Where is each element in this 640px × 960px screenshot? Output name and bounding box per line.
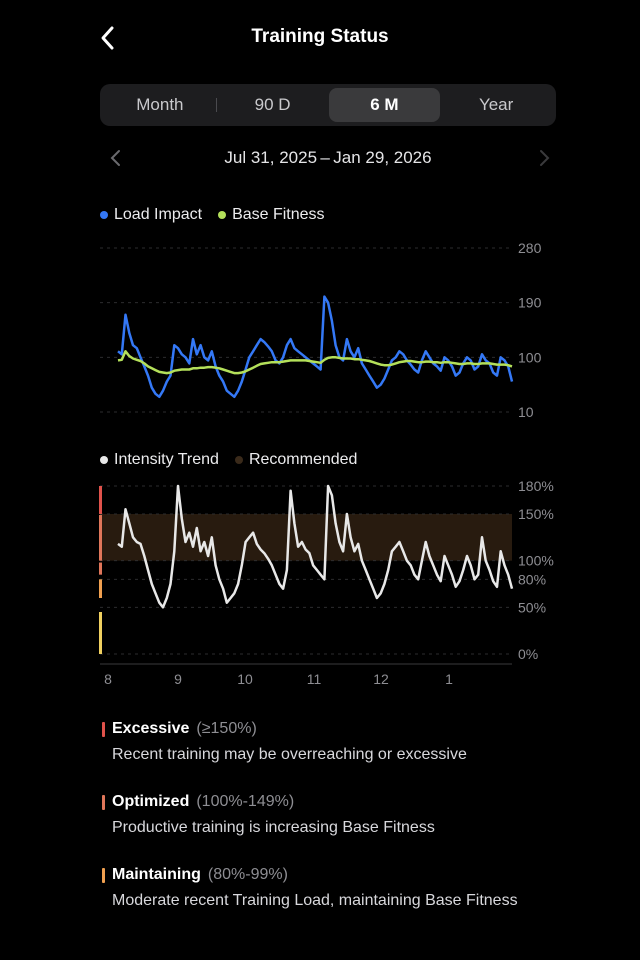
category-range: (100%-149%)	[196, 793, 295, 810]
category-range: (80%-99%)	[207, 866, 288, 883]
category-range: (≥150%)	[196, 720, 257, 737]
x-tick-label: 8	[104, 671, 112, 687]
zone-optimized-bar	[99, 514, 102, 561]
period-segmented-control: Month 90 D 6 M Year	[100, 84, 556, 126]
x-tick-label: 12	[373, 671, 389, 687]
x-tick-label: 11	[307, 671, 322, 687]
y-tick-label: 0%	[518, 646, 538, 662]
category-name: Excessive	[112, 720, 190, 737]
zone-optimized-low-bar	[99, 562, 102, 575]
legend-intensity-trend: Intensity Trend	[100, 451, 219, 469]
date-range-label: Jul 31, 2025 – Jan 29, 2026	[224, 148, 432, 167]
intensity-trend-line	[117, 484, 514, 609]
recommended-band	[100, 514, 512, 561]
zone-maintaining-bar	[99, 579, 102, 598]
x-tick-label: 9	[174, 671, 182, 687]
chevron-right-icon	[540, 150, 550, 166]
maintaining-color-bar	[102, 867, 105, 883]
legend-recommended: Recommended	[234, 451, 358, 469]
training-charts: 280 190 100 10 180% 150% 100% 80% 50% 0% 8 9 10 11 12 1	[99, 240, 554, 687]
chevron-left-icon	[110, 150, 120, 166]
base-fitness-dot	[218, 211, 227, 219]
category-name: Maintaining	[112, 866, 201, 883]
legend-label: Base Fitness	[232, 206, 325, 223]
category-maintaining: Maintaining (80%-99%) Moderate recent Tr…	[102, 866, 522, 911]
legend-base-fitness: Base Fitness	[218, 206, 325, 224]
segment-month[interactable]: Month	[136, 95, 184, 114]
back-button[interactable]	[94, 20, 130, 56]
legend-label: Load Impact	[114, 206, 203, 223]
segment-6m[interactable]: 6 M	[328, 88, 441, 122]
optimized-color-bar	[102, 794, 105, 810]
legend-label: Recommended	[248, 451, 358, 468]
load-impact-line	[117, 295, 514, 399]
load-impact-dot	[100, 211, 108, 219]
category-name: Optimized	[112, 793, 190, 810]
y-tick-label: 150%	[518, 506, 554, 522]
y-tick-label: 180%	[518, 478, 554, 494]
y-tick-label: 10	[518, 404, 534, 420]
y-tick-label: 100%	[518, 553, 554, 569]
next-period-button[interactable]	[532, 146, 556, 170]
category-description: Recent training may be overreaching or e…	[112, 746, 467, 763]
zone-excessive-bar	[99, 486, 102, 514]
chevron-left-icon	[101, 26, 114, 50]
category-excessive: Excessive (≥150%) Recent training may be…	[102, 720, 602, 765]
previous-period-button[interactable]	[104, 146, 128, 170]
y-tick-label: 100	[518, 349, 542, 365]
x-tick-label: 1	[445, 671, 453, 687]
segment-divider	[215, 98, 217, 112]
zone-low-bar	[99, 612, 102, 654]
chart2-legend: Intensity Trend Recommended	[100, 451, 357, 469]
y-tick-label: 190	[518, 295, 542, 311]
segment-90d[interactable]: 90 D	[254, 95, 291, 114]
header: Training Status	[0, 18, 640, 58]
category-description: Productive training is increasing Base F…	[112, 819, 435, 836]
page-title: Training Status	[251, 26, 389, 47]
segment-year[interactable]: Year	[478, 95, 514, 114]
y-tick-label: 80%	[518, 571, 546, 587]
base-fitness-line	[117, 350, 513, 375]
y-tick-label: 280	[518, 240, 542, 256]
category-optimized: Optimized (100%-149%) Productive trainin…	[102, 793, 602, 838]
legend-load-impact: Load Impact	[100, 206, 202, 224]
excessive-color-bar	[102, 721, 105, 737]
date-range-nav: Jul 31, 2025 – Jan 29, 2026	[100, 146, 556, 170]
intensity-dot	[100, 456, 108, 464]
y-tick-label: 50%	[518, 599, 546, 615]
legend-label: Intensity Trend	[114, 451, 219, 468]
chart1-legend: Load Impact Base Fitness	[100, 206, 325, 224]
recommended-dot	[234, 456, 243, 464]
category-description: Moderate recent Training Load, maintaini…	[112, 892, 518, 909]
x-tick-label: 10	[237, 671, 253, 687]
